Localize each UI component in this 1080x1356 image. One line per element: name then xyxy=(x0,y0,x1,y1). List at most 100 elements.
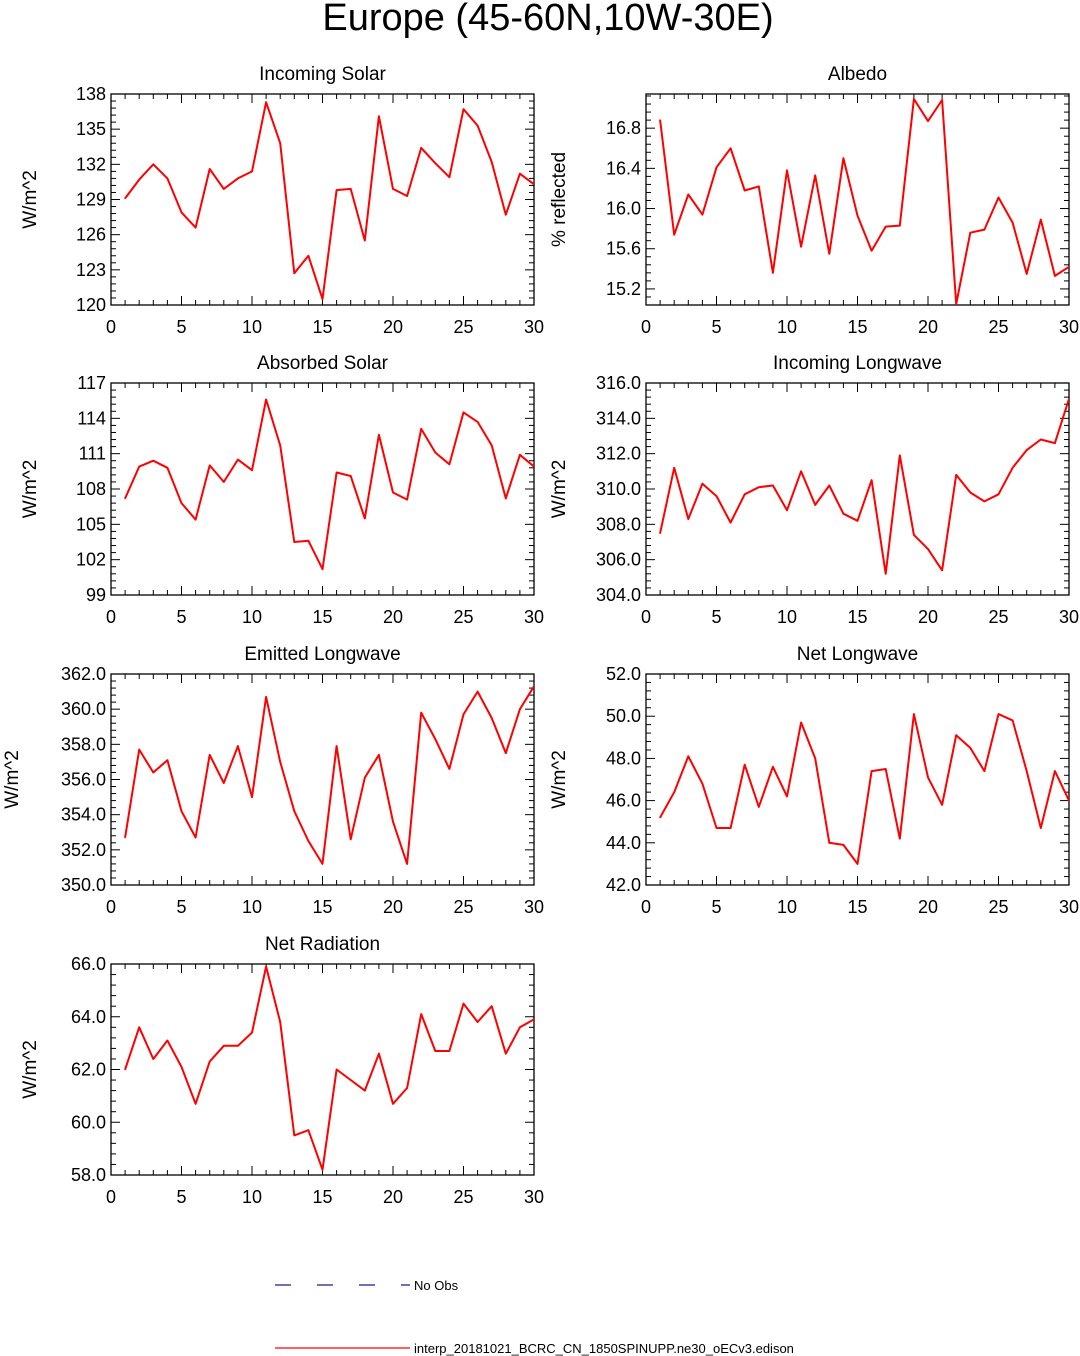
x-tick-label: 0 xyxy=(106,897,116,917)
data-point xyxy=(533,1018,534,1021)
data-point xyxy=(1068,799,1069,802)
panel-title: Incoming Longwave xyxy=(773,353,942,374)
data-point xyxy=(208,1060,211,1063)
x-tick-label: 20 xyxy=(918,897,938,917)
data-point xyxy=(307,1129,310,1131)
y-axis-label: % reflected xyxy=(549,152,570,247)
x-tick-label: 15 xyxy=(847,317,867,337)
y-tick-label: 306.0 xyxy=(596,550,641,570)
series-line xyxy=(124,965,534,1171)
series-line xyxy=(124,685,534,865)
data-point xyxy=(729,521,732,524)
y-axis-label: W/m^2 xyxy=(20,1040,41,1099)
panel-3: 0 5 10 15 20 25 30 99 102 105 108 111 114 117 Absorbed… xyxy=(20,353,544,627)
x-tick-label: 5 xyxy=(176,1187,186,1207)
data-point xyxy=(997,196,1000,199)
data-point xyxy=(941,99,943,101)
data-point xyxy=(476,690,479,693)
data-point xyxy=(265,101,267,103)
y-tick-label: 360.0 xyxy=(61,699,106,719)
x-tick-label: 10 xyxy=(242,897,262,917)
data-point xyxy=(870,770,873,772)
data-point xyxy=(941,804,943,806)
data-point xyxy=(1011,467,1014,469)
x-tick-label: 0 xyxy=(106,1187,116,1207)
x-tick-label: 25 xyxy=(988,607,1008,627)
data-point xyxy=(729,147,732,150)
data-point xyxy=(899,224,901,227)
data-point xyxy=(420,147,423,149)
data-point xyxy=(1054,770,1056,772)
data-point xyxy=(406,863,408,865)
data-point xyxy=(335,189,338,191)
data-point xyxy=(364,517,366,520)
x-tick-label: 15 xyxy=(312,317,332,337)
y-tick-label: 114 xyxy=(77,408,106,428)
data-point xyxy=(293,541,296,543)
data-point xyxy=(490,161,493,163)
y-tick-label: 352.0 xyxy=(61,840,106,860)
data-point xyxy=(673,467,675,469)
data-point xyxy=(166,177,169,180)
data-point xyxy=(1011,719,1014,722)
data-point xyxy=(265,965,267,968)
data-point xyxy=(251,796,253,798)
y-tick-label: 16.4 xyxy=(606,158,641,178)
y-tick-label: 105 xyxy=(76,514,106,534)
y-tick-label: 316.0 xyxy=(596,373,641,393)
data-point xyxy=(279,444,282,447)
series-line xyxy=(659,713,1069,865)
data-point xyxy=(800,721,802,724)
data-point xyxy=(138,465,140,468)
data-point xyxy=(814,504,816,506)
data-point xyxy=(983,770,986,772)
series-group xyxy=(659,398,1069,575)
data-point xyxy=(856,520,859,522)
data-point xyxy=(180,211,183,214)
data-point xyxy=(321,568,324,570)
data-point xyxy=(364,776,366,779)
y-tick-label: 99 xyxy=(86,585,106,605)
x-tick-label: 0 xyxy=(641,607,651,627)
y-tick-label: 44.0 xyxy=(606,833,641,853)
x-tick-label: 10 xyxy=(777,897,797,917)
data-point xyxy=(786,169,788,172)
y-tick-label: 15.2 xyxy=(606,279,641,299)
x-tick-label: 20 xyxy=(918,607,938,627)
plot-frame xyxy=(110,963,535,1176)
data-point xyxy=(448,1050,451,1052)
data-point xyxy=(659,119,661,121)
panel-title: Absorbed Solar xyxy=(257,353,389,374)
y-tick-label: 117 xyxy=(77,373,106,393)
y-axis-label: W/m^2 xyxy=(549,750,570,809)
data-point xyxy=(138,1026,140,1029)
data-point xyxy=(406,1087,408,1089)
data-point xyxy=(448,768,451,770)
legend: No Obs interp_20181021_BCRC_CN_1850SPINU… xyxy=(275,1278,794,1356)
data-point xyxy=(434,451,437,454)
y-tick-label: 58.0 xyxy=(71,1165,106,1185)
panel-5: 0 5 10 15 20 25 30 350.0 352.0 354.0 356.0 358.0 360… xyxy=(2,644,544,917)
x-tick-label: 5 xyxy=(176,897,186,917)
series-group xyxy=(659,98,1069,305)
data-point xyxy=(364,1089,366,1092)
x-tick-label: 15 xyxy=(847,607,867,627)
data-point xyxy=(152,771,155,774)
data-point xyxy=(364,239,366,242)
data-point xyxy=(335,471,338,474)
data-point xyxy=(884,573,887,575)
data-point xyxy=(1040,218,1042,221)
data-point xyxy=(814,174,816,177)
data-point xyxy=(701,782,704,785)
data-point xyxy=(476,421,479,423)
data-point xyxy=(941,569,943,572)
data-point xyxy=(293,272,296,275)
x-tick-label: 20 xyxy=(383,897,403,917)
data-point xyxy=(490,444,493,447)
y-tick-label: 60.0 xyxy=(71,1112,106,1132)
y-axis-label: W/m^2 xyxy=(2,750,23,809)
y-tick-label: 310.0 xyxy=(596,479,641,499)
data-point xyxy=(955,734,957,736)
x-tick-label: 20 xyxy=(383,317,403,337)
data-point xyxy=(448,463,451,466)
